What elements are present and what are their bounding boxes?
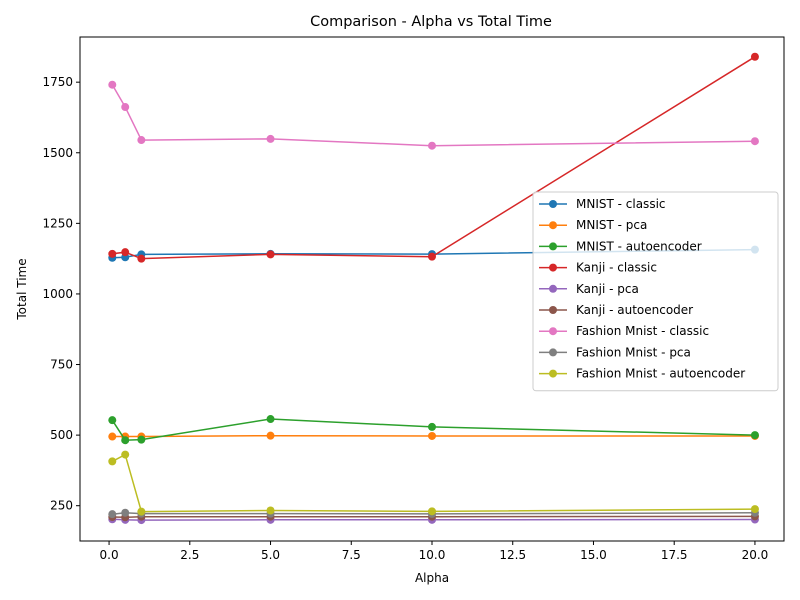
data-point (137, 507, 146, 516)
data-point (108, 416, 117, 425)
legend-item: MNIST - classic (539, 197, 666, 211)
y-axis-ticks: 250 500 750 1000 1250 1500 1750 (42, 75, 80, 513)
data-point (750, 431, 759, 440)
y-tick-label: 500 (50, 428, 73, 442)
data-point (750, 137, 759, 146)
legend-swatch-marker (549, 327, 557, 336)
legend-item: Kanji - pca (539, 282, 639, 296)
x-axis-label: Alpha (415, 571, 449, 585)
data-point (121, 248, 130, 257)
data-point (266, 250, 275, 259)
legend-label: Fashion Mnist - classic (576, 324, 709, 338)
legend-item: MNIST - autoencoder (539, 239, 702, 253)
data-point (108, 510, 117, 519)
legend-swatch-marker (549, 263, 557, 272)
chart-title: Comparison - Alpha vs Total Time (310, 14, 552, 30)
legend-swatch-marker (549, 348, 557, 357)
legend-item: MNIST - pca (539, 218, 647, 232)
legend-label: MNIST - pca (576, 218, 647, 232)
legend-item: Kanji - autoencoder (539, 303, 693, 317)
x-tick-label: 20.0 (742, 548, 769, 562)
legend-swatch-marker (549, 284, 557, 293)
legend-item: Kanji - classic (539, 261, 657, 275)
data-point (108, 432, 117, 441)
x-tick-label: 10.0 (419, 548, 446, 562)
data-point (137, 254, 146, 263)
legend-swatch-marker (549, 200, 557, 208)
data-point (428, 252, 436, 261)
data-point (428, 507, 436, 516)
y-axis-label: Total Time (15, 258, 29, 320)
series-2 (108, 415, 759, 445)
legend-item: Fashion Mnist - pca (539, 345, 691, 359)
data-point (121, 508, 130, 517)
legend-item: Fashion Mnist - autoencoder (539, 367, 745, 381)
legend-swatch-marker (549, 306, 557, 314)
data-point (108, 457, 117, 466)
data-point (137, 435, 146, 444)
legend-label: Fashion Mnist - autoencoder (576, 367, 745, 381)
y-tick-label: 1000 (42, 287, 73, 301)
legend-swatch-marker (549, 242, 557, 251)
data-point (750, 505, 759, 514)
legend-label: Kanji - autoencoder (576, 303, 693, 317)
data-point (750, 52, 759, 61)
series-8 (108, 450, 759, 516)
y-tick-label: 750 (50, 358, 73, 372)
data-point (108, 249, 117, 258)
legend-label: MNIST - classic (576, 197, 666, 211)
legend-box (532, 191, 779, 392)
series-3 (108, 52, 759, 263)
legend: MNIST - classic MNIST - pca MNIST - autoen… (532, 191, 779, 392)
data-point (266, 506, 275, 515)
x-tick-label: 17.5 (661, 548, 688, 562)
x-tick-label: 7.5 (342, 548, 361, 562)
legend-label: MNIST - autoencoder (576, 239, 702, 253)
x-tick-label: 15.0 (580, 548, 607, 562)
data-point (266, 415, 275, 424)
x-tick-label: 2.5 (180, 548, 199, 562)
y-tick-label: 1500 (42, 146, 73, 160)
data-point (428, 422, 436, 431)
legend-swatch-marker (549, 369, 557, 378)
series-6 (108, 80, 759, 150)
y-tick-label: 1750 (42, 75, 73, 89)
legend-label: Kanji - pca (576, 282, 639, 296)
data-point (266, 431, 275, 440)
legend-label: Kanji - classic (576, 261, 657, 275)
x-tick-label: 12.5 (499, 548, 526, 562)
x-tick-label: 5.0 (261, 548, 280, 562)
data-point (266, 134, 275, 143)
legend-item: Fashion Mnist - classic (539, 324, 709, 338)
series-line (111, 84, 755, 147)
data-point (428, 431, 436, 440)
data-point (121, 103, 130, 112)
x-tick-label: 0.0 (100, 548, 119, 562)
y-tick-label: 250 (50, 499, 73, 513)
data-point (121, 450, 130, 459)
x-axis-ticks: 0.0 2.5 5.0 7.5 10.0 12.5 15.0 17.5 20.0 (100, 541, 769, 562)
y-tick-label: 1250 (42, 216, 73, 230)
data-point (108, 80, 117, 89)
legend-swatch-marker (549, 221, 557, 230)
data-point (137, 136, 146, 145)
legend-label: Fashion Mnist - pca (576, 345, 691, 359)
data-point (428, 141, 436, 150)
data-point (121, 436, 130, 445)
